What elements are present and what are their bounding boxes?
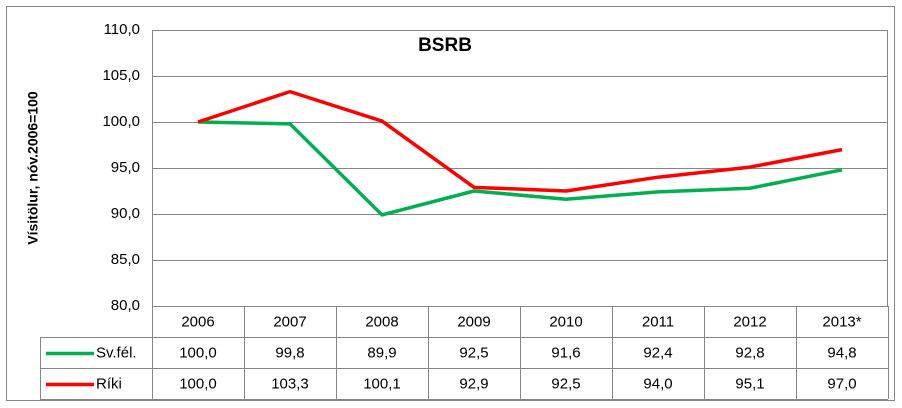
table-value: 100,1 xyxy=(363,375,401,392)
chart-border xyxy=(6,6,895,401)
y-tick-label: 85,0 xyxy=(111,251,140,268)
x-tick-label: 2011 xyxy=(642,313,674,330)
table-value: 100,0 xyxy=(179,344,217,361)
series-line xyxy=(197,89,843,193)
table-value: 91,6 xyxy=(551,344,580,361)
y-tick-label: 90,0 xyxy=(111,205,140,222)
table-value: 95,1 xyxy=(735,375,764,392)
y-tick-label: 110,0 xyxy=(104,21,140,38)
table-value: 94,0 xyxy=(643,375,672,392)
x-tick-label: 2006 xyxy=(181,313,214,330)
table-value: 97,0 xyxy=(827,375,856,392)
chart-title: BSRB xyxy=(418,35,472,56)
x-tick-label: 2010 xyxy=(549,313,582,330)
x-tick-label: 2007 xyxy=(273,313,306,330)
table-value: 92,8 xyxy=(735,344,764,361)
y-axis-title: Vísitölur, nóv.2006=100 xyxy=(25,91,41,245)
table-value: 103,3 xyxy=(271,375,309,392)
x-tick-label: 2013* xyxy=(822,313,861,330)
table-value: 92,9 xyxy=(459,375,488,392)
x-tick-label: 2008 xyxy=(365,313,398,330)
x-tick-label: 2009 xyxy=(457,313,490,330)
table-value: 92,5 xyxy=(459,344,488,361)
table-value: 94,8 xyxy=(827,344,856,361)
table-value: 89,9 xyxy=(367,344,396,361)
series-line xyxy=(197,120,843,217)
y-tick-label: 100,0 xyxy=(102,113,140,130)
table-value: 92,4 xyxy=(643,344,672,361)
table-value: 99,8 xyxy=(275,344,304,361)
x-tick-label: 2012 xyxy=(733,313,766,330)
y-tick-label: 80,0 xyxy=(111,297,140,314)
table-value: 92,5 xyxy=(551,375,580,392)
table-value: 100,0 xyxy=(179,375,217,392)
y-tick-label: 95,0 xyxy=(111,159,140,176)
legend-label: Ríki xyxy=(96,375,122,392)
y-tick-label: 105,0 xyxy=(102,67,140,84)
legend-label: Sv.fél. xyxy=(96,344,137,361)
